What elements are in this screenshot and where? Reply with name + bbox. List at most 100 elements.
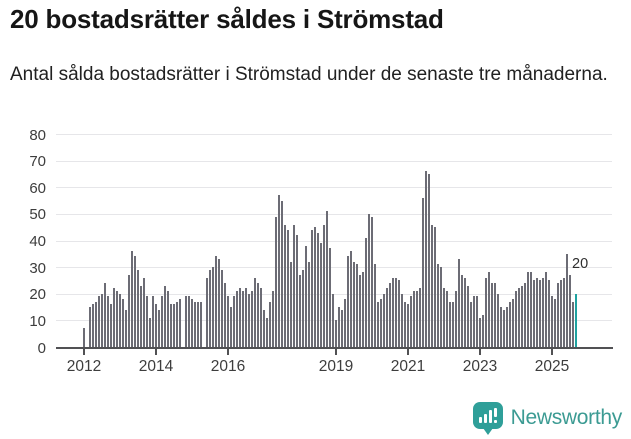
bar bbox=[380, 299, 383, 347]
bar bbox=[194, 301, 197, 347]
bar bbox=[488, 272, 491, 347]
bar bbox=[314, 227, 317, 347]
bar bbox=[239, 288, 242, 347]
newsworthy-logo[interactable]: Newsworthy bbox=[472, 400, 623, 436]
x-tick-2023 bbox=[479, 349, 481, 356]
bar bbox=[500, 307, 503, 347]
bar bbox=[434, 227, 437, 347]
bar bbox=[173, 304, 176, 347]
bar bbox=[329, 248, 332, 347]
bar bbox=[248, 293, 251, 347]
last-value-annotation: 20 bbox=[572, 256, 589, 272]
bar bbox=[560, 280, 563, 347]
bar bbox=[512, 299, 515, 347]
bar bbox=[155, 304, 158, 347]
x-tick-label-2025: 2025 bbox=[534, 358, 570, 375]
bar bbox=[296, 235, 299, 347]
newsworthy-speech-bubble-chart-icon bbox=[472, 401, 503, 435]
bar bbox=[533, 280, 536, 347]
x-tick-2012 bbox=[83, 349, 85, 356]
bar bbox=[572, 301, 575, 347]
bar bbox=[335, 320, 338, 347]
bar bbox=[185, 296, 188, 347]
bar bbox=[200, 301, 203, 347]
bar bbox=[191, 299, 194, 347]
bar bbox=[515, 291, 518, 347]
bar bbox=[317, 232, 320, 347]
bar bbox=[443, 288, 446, 347]
bar bbox=[164, 285, 167, 347]
bar bbox=[344, 299, 347, 347]
bar bbox=[227, 296, 230, 347]
bar bbox=[437, 264, 440, 347]
bar bbox=[347, 256, 350, 347]
y-tick-label-60: 60 bbox=[29, 179, 46, 197]
chart-subtitle: Antal sålda bostadsrätter i Strömstad un… bbox=[10, 64, 608, 85]
bar bbox=[236, 291, 239, 347]
bar bbox=[377, 301, 380, 347]
bar bbox=[404, 301, 407, 347]
bar bbox=[221, 269, 224, 347]
bar bbox=[509, 301, 512, 347]
bar bbox=[353, 261, 356, 347]
bar bbox=[473, 296, 476, 347]
bar bbox=[548, 280, 551, 347]
bar bbox=[293, 224, 296, 347]
bar bbox=[467, 285, 470, 347]
y-tick-label-50: 50 bbox=[29, 206, 46, 224]
bar bbox=[566, 253, 569, 347]
chart-title: 20 bostadsrätter såldes i Strömstad bbox=[10, 4, 444, 34]
bar bbox=[332, 293, 335, 347]
bar bbox=[308, 261, 311, 347]
bar bbox=[161, 296, 164, 347]
bar bbox=[158, 309, 161, 347]
bar bbox=[113, 288, 116, 347]
y-tick-label-0: 0 bbox=[37, 339, 46, 357]
x-tick-2014 bbox=[155, 349, 157, 356]
x-tick-label-2019: 2019 bbox=[318, 358, 354, 375]
bar bbox=[167, 291, 170, 347]
bar bbox=[545, 272, 548, 347]
bar bbox=[122, 299, 125, 347]
x-tick-label-2021: 2021 bbox=[390, 358, 426, 375]
bar bbox=[461, 275, 464, 347]
newsworthy-wordmark: Newsworthy bbox=[510, 406, 623, 429]
gridline-70 bbox=[56, 160, 612, 162]
x-tick-label-2016: 2016 bbox=[210, 358, 246, 375]
bar bbox=[395, 277, 398, 347]
bar bbox=[401, 293, 404, 347]
bar bbox=[254, 277, 257, 347]
bar bbox=[152, 296, 155, 347]
gridline-60 bbox=[56, 187, 612, 189]
bar bbox=[101, 293, 104, 347]
bar bbox=[485, 277, 488, 347]
bar bbox=[410, 296, 413, 347]
bar bbox=[455, 291, 458, 347]
x-axis-line bbox=[56, 347, 613, 350]
bar bbox=[209, 269, 212, 347]
bar bbox=[503, 309, 506, 347]
bar bbox=[269, 301, 272, 347]
bar bbox=[224, 283, 227, 347]
bar bbox=[518, 288, 521, 347]
bar bbox=[197, 301, 200, 347]
bar bbox=[323, 224, 326, 347]
bar bbox=[149, 317, 152, 347]
gridline-40 bbox=[56, 240, 612, 242]
bar bbox=[482, 315, 485, 347]
bar bbox=[422, 197, 425, 347]
y-tick-label-30: 30 bbox=[29, 259, 46, 277]
y-tick-label-70: 70 bbox=[29, 153, 46, 171]
bar bbox=[233, 296, 236, 347]
bar bbox=[341, 309, 344, 347]
x-tick-label-2023: 2023 bbox=[462, 358, 498, 375]
bar bbox=[278, 195, 281, 347]
x-tick-label-2014: 2014 bbox=[138, 358, 174, 375]
bar bbox=[95, 301, 98, 347]
y-tick-label-10: 10 bbox=[29, 312, 46, 330]
bar bbox=[392, 277, 395, 347]
bar bbox=[128, 275, 131, 347]
bar bbox=[425, 171, 428, 347]
bar bbox=[104, 283, 107, 347]
bar bbox=[338, 307, 341, 347]
